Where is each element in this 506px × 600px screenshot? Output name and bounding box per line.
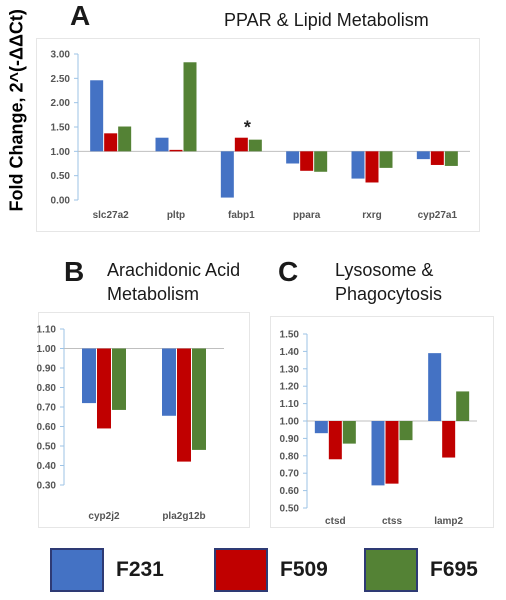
- legend-item-f231: F231: [50, 548, 164, 592]
- a-ytick-label: 0.50: [51, 171, 71, 182]
- c-ytick-label: 1.40: [280, 347, 300, 358]
- a-annotation-asterisk: *: [244, 118, 251, 138]
- a-ytick-label: 2.00: [51, 98, 71, 109]
- a-bar-rxrg-f695: [379, 151, 393, 168]
- panel-b-title-line1: Arachidonic Acid: [107, 260, 241, 280]
- c-bar-lamp2-f695: [456, 391, 470, 421]
- a-bar-ppara-f695: [314, 151, 328, 172]
- panel-a-letter: A: [70, 0, 91, 31]
- c-category-label: lamp2: [434, 516, 463, 527]
- panel-b-title: Arachidonic Acid Metabolism: [107, 258, 240, 307]
- c-ytick-label: 0.90: [280, 434, 300, 445]
- a-bar-pltp-f695: [183, 62, 197, 152]
- b-ytick-label: 1.10: [37, 325, 57, 336]
- panel-a-title: PPAR & Lipid Metabolism: [224, 10, 429, 30]
- b-bar-cyp2j2-f509: [97, 348, 111, 429]
- a-bar-slc27a2-f509: [104, 133, 118, 152]
- b-ytick-label: 0.60: [37, 422, 57, 433]
- legend-item-f695: F695: [364, 548, 478, 592]
- c-ytick-label: 0.70: [280, 469, 300, 480]
- panel-b-letter: B: [64, 256, 85, 287]
- legend-swatch-f509: [214, 548, 268, 592]
- legend-label-f695: F695: [430, 558, 478, 581]
- b-ytick-label: 0.50: [37, 442, 57, 453]
- b-ytick-label: 0.40: [37, 461, 57, 472]
- panel-c-title-line2: Phagocytosis: [335, 284, 443, 305]
- panel-c-title-line1: Lysosome &: [335, 260, 434, 280]
- a-bar-pltp-f231: [155, 137, 169, 152]
- a-ytick-label: 1.00: [51, 147, 71, 158]
- a-bar-cyp27a1-f509: [430, 151, 444, 165]
- a-bar-ppara-f509: [300, 151, 314, 171]
- legend-label-f509: F509: [280, 558, 328, 581]
- a-bar-slc27a2-f695: [118, 126, 132, 152]
- a-category-label: fabp1: [228, 210, 255, 221]
- a-ytick-label: 0.00: [51, 196, 71, 207]
- a-category-label: pltp: [167, 210, 185, 221]
- c-bar-ctss-f231: [371, 421, 385, 486]
- legend-label-f231: F231: [116, 558, 164, 581]
- panel-b-title-line2: Metabolism: [107, 284, 200, 305]
- c-ytick-label: 1.50: [280, 330, 300, 341]
- a-category-label: ppara: [293, 210, 321, 221]
- c-ytick-label: 1.10: [280, 399, 300, 410]
- c-category-label: ctsd: [325, 516, 346, 527]
- c-bar-ctsd-f509: [328, 421, 342, 460]
- c-bar-ctsd-f231: [314, 421, 328, 434]
- legend-item-f509: F509: [214, 548, 328, 592]
- panel-c-letter: C: [278, 256, 299, 287]
- a-bar-slc27a2-f231: [90, 80, 104, 152]
- c-category-label: ctss: [382, 516, 402, 527]
- b-bar-cyp2j2-f695: [112, 348, 126, 410]
- b-ytick-label: 0.90: [37, 364, 57, 375]
- a-bar-cyp27a1-f231: [416, 151, 430, 160]
- b-bar-pla2g12b-f695: [192, 348, 206, 450]
- c-ytick-label: 0.50: [280, 504, 300, 515]
- c-bar-ctss-f509: [385, 421, 399, 484]
- a-bar-fabp1-f231: [220, 151, 234, 198]
- a-ytick-label: 2.50: [51, 74, 71, 85]
- legend-swatch-f695: [364, 548, 418, 592]
- c-bar-ctss-f695: [399, 421, 413, 441]
- c-bar-lamp2-f231: [428, 353, 442, 421]
- a-ytick-label: 3.00: [51, 50, 71, 61]
- a-ytick-label: 1.50: [51, 123, 71, 134]
- b-bar-cyp2j2-f231: [82, 348, 96, 404]
- c-bar-lamp2-f509: [442, 421, 456, 458]
- a-bar-fabp1-f695: [248, 139, 262, 152]
- b-ytick-label: 0.80: [37, 383, 57, 394]
- c-ytick-label: 1.00: [280, 417, 300, 428]
- b-category-label: cyp2j2: [88, 511, 120, 522]
- a-bar-ppara-f231: [286, 151, 300, 164]
- c-ytick-label: 1.30: [280, 364, 300, 375]
- c-ytick-label: 0.80: [280, 451, 300, 462]
- b-ytick-label: 0.70: [37, 403, 57, 414]
- a-bar-fabp1-f509: [234, 137, 248, 152]
- c-ytick-label: 0.60: [280, 486, 300, 497]
- legend-swatch-f231: [50, 548, 104, 592]
- b-ytick-label: 1.00: [37, 344, 57, 355]
- b-ytick-label: 0.30: [37, 481, 57, 492]
- a-bar-cyp27a1-f695: [444, 151, 458, 166]
- panel-c-title: Lysosome & Phagocytosis: [335, 258, 442, 307]
- a-category-label: rxrg: [362, 210, 381, 221]
- a-bar-pltp-f509: [169, 149, 183, 152]
- a-bar-rxrg-f509: [365, 151, 379, 183]
- c-bar-ctsd-f695: [342, 421, 356, 444]
- b-bar-pla2g12b-f231: [162, 348, 176, 416]
- c-ytick-label: 1.20: [280, 382, 300, 393]
- b-bar-pla2g12b-f509: [177, 348, 191, 462]
- a-bar-rxrg-f231: [351, 151, 365, 179]
- a-category-label: slc27a2: [93, 210, 130, 221]
- b-category-label: pla2g12b: [162, 511, 205, 522]
- a-category-label: cyp27a1: [418, 210, 458, 221]
